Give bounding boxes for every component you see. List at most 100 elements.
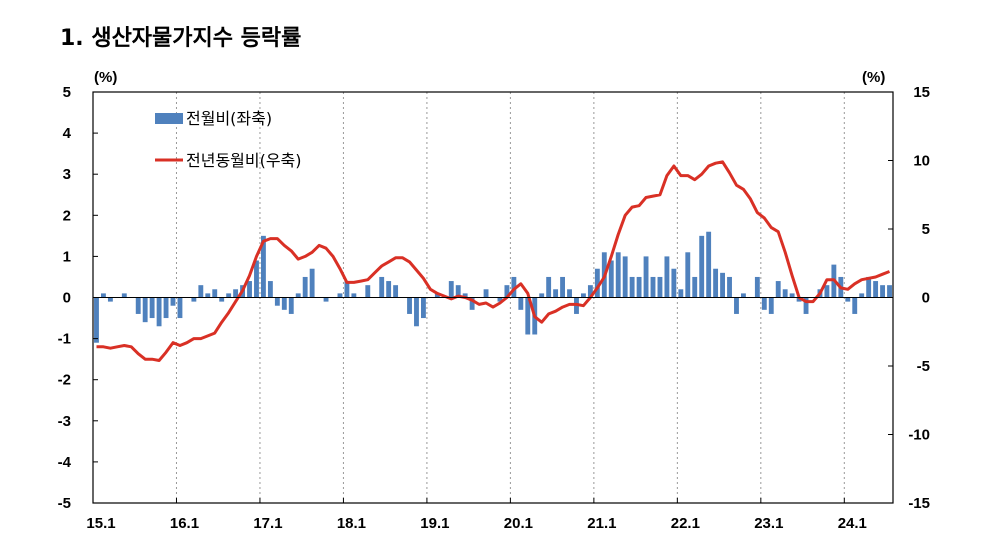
bar (254, 260, 259, 298)
bar (546, 276, 552, 298)
bar (824, 285, 830, 298)
y-right-tick-label: 10 (913, 153, 930, 170)
bar (267, 281, 273, 298)
bar (643, 256, 649, 298)
y-right-unit: (%) (862, 69, 885, 86)
bar (309, 268, 315, 298)
y-right-tick-label: -15 (908, 495, 930, 512)
bar (274, 297, 280, 306)
bar (622, 256, 628, 298)
bar (741, 293, 746, 298)
x-tick-label: 22.1 (671, 515, 700, 532)
bar (650, 276, 656, 298)
bar (587, 285, 593, 298)
bar (205, 293, 211, 298)
bar (288, 297, 294, 314)
y-left-tick-label: 0 (63, 290, 71, 307)
bar (233, 289, 239, 298)
bar (261, 235, 266, 298)
bar (699, 235, 705, 298)
y-left-tick-label: -4 (58, 454, 72, 471)
bar (247, 281, 252, 298)
bar (706, 231, 712, 298)
bar (163, 297, 169, 319)
x-tick-label: 16.1 (170, 515, 199, 532)
bar (497, 297, 503, 302)
bar (149, 297, 155, 319)
bar (191, 297, 197, 302)
x-tick-label: 23.1 (754, 515, 783, 532)
y-left-tick-label: 5 (63, 84, 71, 101)
bar (281, 297, 287, 310)
x-tick-label: 15.1 (86, 515, 115, 532)
y-left-tick-label: -5 (58, 495, 71, 512)
bar (761, 297, 767, 310)
bar (873, 281, 879, 298)
bar (608, 260, 614, 298)
bar (685, 252, 691, 298)
bar (469, 297, 475, 310)
bar (629, 276, 635, 298)
bar (671, 268, 677, 298)
x-tick-label: 18.1 (337, 515, 366, 532)
bar (504, 285, 510, 298)
y-left-tick-label: 1 (63, 248, 71, 265)
bar (782, 289, 788, 298)
bar (386, 281, 392, 298)
bar (553, 289, 559, 298)
bar (344, 281, 350, 298)
bar (177, 297, 183, 319)
x-tick-label: 24.1 (838, 515, 867, 532)
y-left-tick-label: -2 (58, 372, 71, 389)
legend-bar-swatch (155, 113, 183, 124)
bar (803, 297, 809, 314)
bar (407, 297, 412, 314)
bar (455, 285, 461, 298)
bar (539, 293, 545, 298)
bar (107, 297, 113, 302)
bar (295, 293, 301, 298)
bar (887, 285, 892, 298)
bar (170, 297, 176, 306)
bar (94, 297, 99, 343)
bar (121, 293, 127, 298)
bar (483, 289, 489, 298)
bar (156, 297, 162, 327)
bar (845, 297, 851, 302)
y-right-tick-label: 0 (922, 290, 930, 307)
bar (866, 276, 872, 298)
bar (657, 276, 663, 298)
bar (434, 293, 440, 298)
bar (511, 276, 517, 298)
bar (462, 293, 468, 298)
legend-line-label: 전년동월비(우축) (186, 151, 302, 170)
y-left-tick-label: -1 (58, 331, 71, 348)
bar (393, 285, 399, 298)
bar (351, 293, 357, 298)
bar (560, 276, 565, 298)
y-left-tick-label: 2 (63, 207, 71, 224)
chart-title: 1. 생산자물가지수 등락률 (60, 26, 302, 51)
bar (414, 297, 419, 327)
x-tick-label: 20.1 (504, 515, 533, 532)
bar (713, 268, 719, 298)
bar (212, 289, 218, 298)
y-right-tick-label: 15 (913, 84, 930, 101)
yoy-line (96, 160, 891, 362)
bar (754, 276, 760, 298)
bar (727, 276, 732, 298)
bar (101, 293, 106, 298)
bar (226, 293, 232, 298)
bar (581, 293, 586, 298)
bar (636, 276, 642, 298)
bar (142, 297, 148, 323)
bar (594, 268, 600, 298)
x-tick-label: 17.1 (253, 515, 282, 532)
bar (525, 297, 531, 335)
bar-series (94, 231, 892, 343)
y-right-tick-label: -5 (917, 358, 930, 375)
bar (768, 297, 774, 314)
bar (692, 276, 698, 298)
